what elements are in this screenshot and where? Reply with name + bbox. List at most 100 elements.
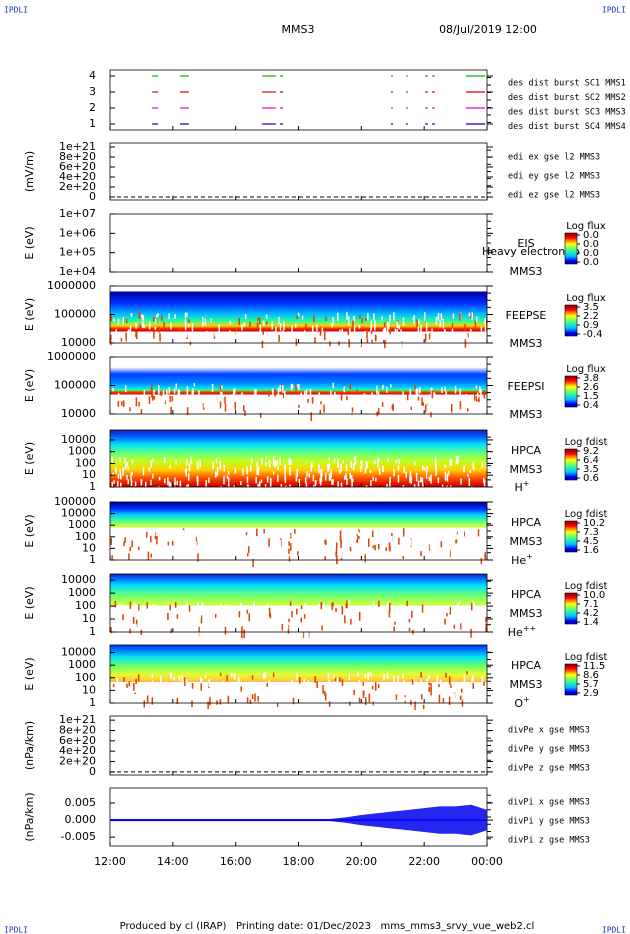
speckle <box>227 477 230 482</box>
instrument-label: MMS3 <box>510 265 543 278</box>
speckle <box>410 691 412 701</box>
speckle <box>300 533 302 540</box>
speckle <box>221 622 223 627</box>
speckle <box>163 395 166 403</box>
speckle <box>478 540 481 547</box>
legend-entry: divPe y gse MMS3 <box>508 745 590 755</box>
speckle <box>191 683 194 689</box>
speckle <box>269 613 272 619</box>
colorbar <box>564 592 578 625</box>
speckle <box>348 401 351 406</box>
speckle <box>483 479 486 487</box>
speckle <box>262 331 265 335</box>
speckle <box>146 531 148 538</box>
speckle <box>135 542 137 551</box>
speckle <box>247 552 249 557</box>
speckle <box>448 536 451 545</box>
speckle <box>133 683 135 691</box>
speckle <box>481 403 484 411</box>
speckle <box>289 553 292 558</box>
speckle <box>388 322 390 330</box>
speckle <box>197 693 200 701</box>
speckle <box>352 695 354 702</box>
speckle <box>369 671 372 676</box>
speckle <box>479 386 481 393</box>
speckle <box>382 467 384 473</box>
speckle <box>409 391 412 397</box>
speckle <box>200 683 202 691</box>
speckle <box>299 412 301 422</box>
speckle <box>176 698 179 705</box>
speckle <box>256 322 259 328</box>
speckle <box>300 626 303 634</box>
speckle <box>120 338 123 342</box>
speckle <box>414 342 416 347</box>
speckle <box>119 456 121 463</box>
speckle <box>345 334 347 344</box>
speckle <box>346 396 348 401</box>
speckle <box>345 614 348 624</box>
speckle <box>288 548 290 554</box>
species-charge: + <box>523 695 530 704</box>
speckle <box>296 384 299 388</box>
speckle <box>410 406 413 410</box>
speckle <box>418 616 421 620</box>
speckle <box>197 601 199 607</box>
speckle <box>348 673 350 680</box>
speckle <box>316 630 318 636</box>
speckle <box>313 315 315 323</box>
species-charge: + <box>526 552 533 561</box>
speckle <box>147 337 150 343</box>
speckle <box>365 485 368 493</box>
speckle <box>255 476 257 484</box>
speckle <box>230 673 233 678</box>
speckle <box>334 622 337 628</box>
y-tick-label: 10000 <box>61 507 96 520</box>
speckle <box>370 320 373 328</box>
speckle <box>369 683 371 692</box>
speckle <box>193 543 196 551</box>
legend-entry: des dist burst SC3 MMS3 <box>508 108 626 118</box>
speckle <box>170 672 172 679</box>
speckle <box>352 611 354 616</box>
speckle <box>313 485 315 493</box>
speckle <box>434 393 436 402</box>
speckle <box>377 334 379 344</box>
legend-entry: divPe z gse MMS3 <box>508 764 590 774</box>
speckle <box>428 476 431 481</box>
speckle <box>422 482 424 488</box>
speckle <box>372 600 375 610</box>
speckle <box>236 554 238 559</box>
speckle <box>286 553 288 561</box>
speckle <box>208 477 210 484</box>
speckle <box>132 616 135 624</box>
speckle <box>162 555 165 560</box>
speckle <box>115 467 117 474</box>
speckle <box>241 626 243 631</box>
speckle <box>414 701 416 710</box>
speckle <box>232 389 235 396</box>
speckle <box>409 407 412 415</box>
speckle <box>314 337 316 343</box>
panel-frame <box>109 69 488 131</box>
speckle <box>420 551 422 557</box>
speckle <box>283 321 285 326</box>
speckle <box>134 481 137 487</box>
speckle <box>142 315 145 323</box>
speckle <box>382 384 384 390</box>
speckle <box>278 334 280 342</box>
speckle <box>261 458 263 465</box>
speckle <box>288 684 291 689</box>
y-tick-label: 100 <box>75 599 96 612</box>
speckle <box>419 386 421 393</box>
speckle <box>238 617 240 622</box>
speckle <box>110 623 113 627</box>
speckle <box>411 679 414 685</box>
speckle <box>303 689 305 698</box>
speckle <box>305 482 308 490</box>
speckle <box>352 320 354 330</box>
speckle <box>435 332 437 341</box>
speckle <box>257 695 259 702</box>
speckle <box>468 312 471 317</box>
speckle <box>441 387 443 394</box>
